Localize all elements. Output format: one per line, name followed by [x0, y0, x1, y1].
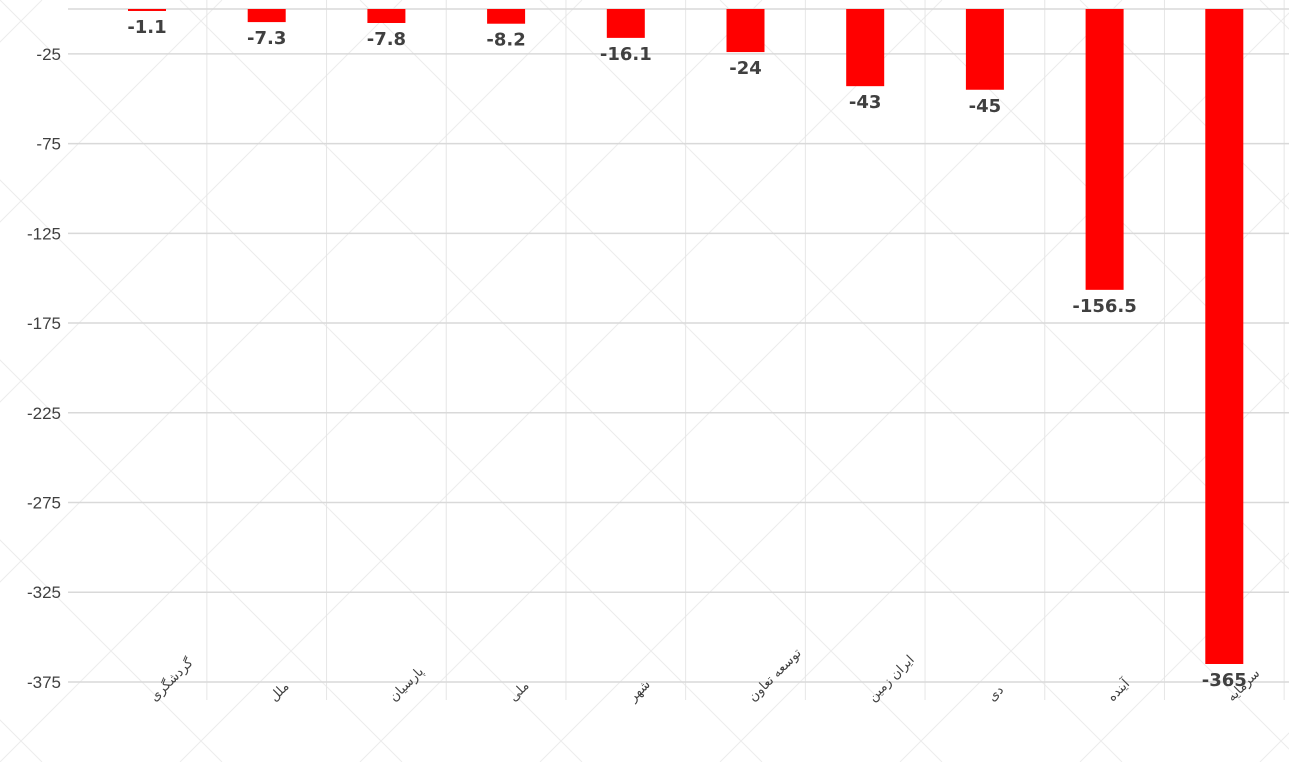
- bar: [128, 9, 166, 11]
- x-category-label: ایران زمین: [865, 653, 917, 705]
- watermark-line: [719, 192, 1289, 762]
- vertical-gridlines: [206, 0, 1285, 700]
- y-tick-label: -175: [27, 314, 61, 333]
- watermark-line: [0, 0, 403, 403]
- watermark-line: [0, 0, 763, 762]
- watermark-line: [0, 539, 223, 762]
- watermark-line: [0, 179, 583, 762]
- watermark-line: [539, 12, 1289, 762]
- x-category-label: آینده: [1103, 674, 1134, 705]
- bars: [128, 9, 1244, 664]
- bar: [726, 9, 765, 53]
- data-label: -8.2: [486, 30, 525, 51]
- bar: [367, 9, 406, 23]
- y-tick-label: -25: [36, 45, 61, 64]
- watermark-line: [359, 0, 1123, 762]
- x-category-label: توسعه تعاون: [746, 646, 805, 705]
- bar: [1205, 9, 1244, 664]
- data-label: -24: [729, 58, 762, 79]
- y-tick-label: -225: [27, 404, 61, 423]
- y-tick-label: -375: [27, 673, 61, 692]
- data-label: -7.3: [247, 28, 286, 49]
- data-label: -1.1: [127, 17, 166, 38]
- data-label: -43: [849, 92, 882, 113]
- y-tick-label: -325: [27, 583, 61, 602]
- watermark-line: [539, 0, 1289, 750]
- y-axis-tick-labels: -25 -75 -125 -175 -225 -275 -325 -375: [27, 45, 61, 692]
- y-tick-label: -275: [27, 493, 61, 512]
- bar: [965, 9, 1004, 90]
- watermark-line: [0, 0, 583, 583]
- bar: [606, 9, 645, 38]
- data-labels: -1.1 -7.3 -7.8 -8.2 -16.1 -24 -43 -45 -156.5 -365: [127, 17, 1247, 691]
- data-label: -16.1: [600, 44, 652, 65]
- x-category-label: دی: [985, 683, 1007, 705]
- y-tick-label: -75: [36, 135, 61, 154]
- watermark-line: [179, 0, 943, 762]
- x-category-label: گردشگری: [147, 654, 197, 704]
- x-axis-category-labels: گردشگری ملل پارسیان ملی شهر توسعه تعاون ایران …: [147, 646, 1264, 706]
- data-label: -45: [969, 96, 1002, 117]
- bar: [487, 9, 526, 24]
- bar: [846, 9, 885, 87]
- watermark-line: [899, 372, 1289, 762]
- data-label: -156.5: [1072, 296, 1136, 317]
- data-label: -7.8: [367, 29, 406, 50]
- y-tick-label: -125: [27, 224, 61, 243]
- bar: [247, 9, 286, 23]
- x-category-label: ملل: [267, 679, 293, 705]
- data-label: -365: [1202, 670, 1247, 691]
- x-category-label: پارسیان: [387, 664, 428, 705]
- bar: [1085, 9, 1124, 290]
- watermark-line: [0, 0, 223, 223]
